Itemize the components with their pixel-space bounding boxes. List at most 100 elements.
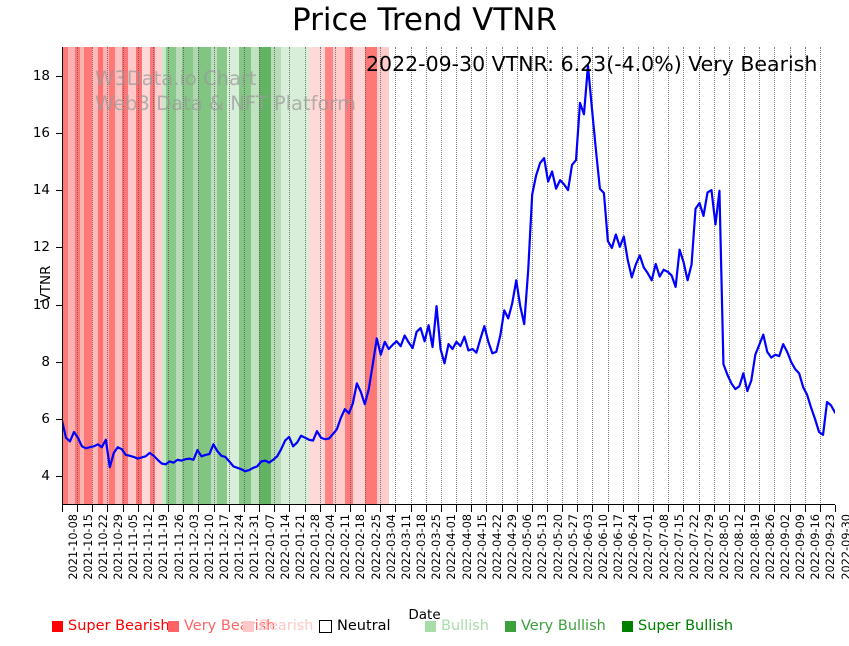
x-tick-label: 2021-11-05 — [127, 514, 141, 580]
x-tick-mark — [577, 505, 579, 512]
x-tick-label: 2022-02-25 — [369, 514, 383, 580]
x-tick-label: 2022-04-15 — [475, 514, 489, 580]
regime-band — [271, 47, 282, 505]
y-tick-label: 10 — [32, 296, 50, 313]
gridline — [804, 47, 806, 505]
y-tick-label: 12 — [32, 239, 50, 256]
x-tick-label: 2022-02-11 — [339, 514, 353, 580]
regime-band — [121, 47, 129, 505]
gridline — [744, 47, 746, 505]
x-tick-label: 2022-02-18 — [354, 514, 368, 580]
y-tick-mark — [55, 190, 62, 192]
gridline — [259, 47, 261, 505]
gridline — [410, 47, 412, 505]
x-tick-mark — [471, 505, 473, 512]
watermark-line-1: W3Data.io Chart — [95, 67, 257, 90]
x-tick-mark — [380, 505, 382, 512]
x-tick-label: 2022-03-04 — [384, 514, 398, 580]
gridline — [425, 47, 427, 505]
regime-band — [149, 47, 156, 505]
regime-band — [84, 47, 92, 505]
legend-swatch-icon — [319, 619, 332, 633]
gridline — [183, 47, 185, 505]
gridline — [228, 47, 230, 505]
x-tick-label: 2022-03-18 — [415, 514, 429, 580]
x-axis-label: Date — [408, 607, 441, 623]
x-tick-mark — [486, 505, 488, 512]
gridline — [92, 47, 94, 505]
regime-band — [364, 47, 377, 505]
regime-band — [181, 47, 194, 505]
legend-swatch-icon — [505, 620, 516, 632]
x-tick-label: 2022-04-22 — [490, 514, 504, 580]
y-tick-mark — [55, 419, 62, 421]
regime-band — [198, 47, 212, 505]
regime-band — [376, 47, 389, 505]
y-tick-label: 8 — [41, 353, 50, 370]
x-tick-label: 2021-11-26 — [172, 514, 186, 580]
x-tick-mark — [501, 505, 503, 512]
x-tick-label: 2022-08-05 — [718, 514, 732, 580]
regime-band — [193, 47, 199, 505]
x-tick-mark — [592, 505, 594, 512]
x-tick-label: 2021-12-10 — [202, 514, 216, 580]
gridline — [698, 47, 700, 505]
legend-entry[interactable]: Very Bullish — [505, 618, 606, 634]
regime-band — [141, 47, 150, 505]
gridline — [713, 47, 715, 505]
legend-swatch-icon — [425, 620, 436, 632]
x-tick-mark — [516, 505, 518, 512]
y-tick-mark — [55, 476, 62, 478]
gridline — [531, 47, 533, 505]
regime-band — [74, 47, 80, 505]
legend-entry[interactable]: Super Bullish — [622, 618, 733, 634]
legend-entry[interactable]: Neutral — [319, 618, 391, 634]
x-tick-mark — [819, 505, 821, 512]
regime-band — [91, 47, 98, 505]
regime-band — [239, 47, 252, 505]
x-tick-label: 2022-08-19 — [748, 514, 762, 580]
regime-band — [109, 47, 116, 505]
y-tick-label: 6 — [41, 411, 50, 428]
regime-band — [259, 47, 272, 505]
x-tick-mark — [319, 505, 321, 512]
regime-band — [102, 47, 110, 505]
regime-band — [281, 47, 310, 505]
x-tick-mark — [183, 505, 185, 512]
x-tick-label: 2021-10-29 — [111, 514, 125, 580]
y-tick-label: 16 — [32, 124, 50, 141]
legend-swatch-icon — [243, 620, 254, 632]
x-tick-label: 2021-10-08 — [66, 514, 80, 580]
regime-band — [309, 47, 325, 505]
gridline — [304, 47, 306, 505]
gridline — [562, 47, 564, 505]
x-tick-mark — [137, 505, 139, 512]
x-tick-label: 2022-06-24 — [627, 514, 641, 580]
x-tick-label: 2022-06-17 — [612, 514, 626, 580]
x-tick-label: 2021-12-31 — [248, 514, 262, 580]
gridline — [456, 47, 458, 505]
x-tick-mark — [122, 505, 124, 512]
x-tick-mark — [607, 505, 609, 512]
gridline — [789, 47, 791, 505]
legend-entry[interactable]: Super Bearish — [52, 618, 170, 634]
x-tick-label: 2022-02-04 — [324, 514, 338, 580]
gridline — [592, 47, 594, 505]
x-tick-mark — [425, 505, 427, 512]
y-tick-mark — [55, 75, 62, 77]
legend-entry[interactable]: Bearish — [243, 618, 314, 634]
x-tick-mark — [440, 505, 442, 512]
gridline — [380, 47, 382, 505]
x-tick-mark — [622, 505, 624, 512]
x-tick-mark — [668, 505, 670, 512]
x-tick-label: 2022-03-11 — [399, 514, 413, 580]
legend-label: Very Bullish — [521, 618, 606, 634]
x-tick-label: 2021-12-17 — [218, 514, 232, 580]
x-tick-label: 2022-03-25 — [430, 514, 444, 580]
legend-entry[interactable]: Bullish — [425, 618, 489, 634]
y-tick-label: 4 — [41, 468, 50, 485]
gridline — [637, 47, 639, 505]
x-tick-mark — [637, 505, 639, 512]
